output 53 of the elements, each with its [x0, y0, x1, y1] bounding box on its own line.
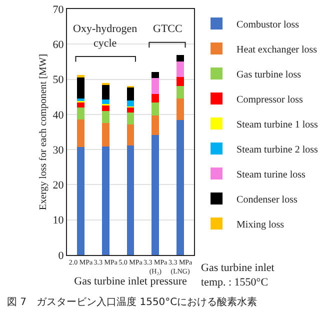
annotation: Oxy-hydrogen cycle — [73, 23, 138, 50]
x-axis-title: Gas turbine inlet pressure — [74, 276, 187, 288]
bar — [152, 134, 160, 255]
legend-label: Combustor loss — [236, 19, 300, 30]
bar — [102, 100, 110, 104]
legend-label: Gas turbine loss — [236, 69, 302, 80]
y-axis-title: Exergy loss for each component [MW] — [38, 54, 49, 210]
text: Gas turbine inlet temp. : 1550°C — [201, 262, 274, 288]
caption: 図 7 ガスタービン入口温度 1550°Cにおける酸素水素 — [7, 296, 258, 308]
y-tick-label: 10 — [52, 214, 64, 227]
bar — [176, 98, 184, 120]
bar — [152, 115, 160, 135]
bar — [152, 94, 160, 102]
legend-label: Heat exchanger loss — [236, 44, 318, 56]
y-tick-label: 0 — [58, 250, 64, 262]
bar — [102, 123, 110, 146]
y-tick-label: 70 — [52, 4, 64, 16]
bar — [102, 110, 110, 124]
bar — [126, 145, 134, 255]
bar — [102, 84, 110, 100]
y-tick-label: 20 — [52, 180, 64, 192]
bar — [126, 87, 134, 101]
bar — [176, 86, 184, 98]
bar — [126, 112, 134, 124]
bar — [102, 106, 110, 111]
legend-label: Steam turbine 2 loss — [236, 144, 318, 156]
legend-label: Compressor loss — [236, 94, 304, 106]
bar — [76, 107, 84, 120]
bar — [152, 102, 160, 116]
bar — [126, 107, 134, 112]
bar — [126, 124, 134, 146]
bar — [176, 62, 184, 77]
y-tick-label: 50 — [52, 74, 64, 86]
annotation: GTCC — [153, 23, 182, 35]
legend-label: Mixing loss — [236, 219, 284, 230]
bar — [176, 76, 184, 86]
y-tick-label: 60 — [52, 38, 64, 51]
y-tick-label: 30 — [52, 144, 64, 156]
bar — [76, 147, 84, 255]
bar — [176, 55, 184, 62]
y-tick-label: 40 — [52, 109, 64, 122]
legend-label: Steam turine loss — [236, 169, 306, 180]
legend-label: Steam turbine 1 loss — [236, 119, 318, 130]
bar — [126, 100, 134, 106]
bar — [176, 120, 184, 255]
bar — [76, 102, 84, 108]
bar — [102, 146, 110, 255]
bar — [76, 119, 84, 148]
bar — [152, 78, 160, 94]
legend-label: Condenser loss — [236, 194, 298, 206]
bar — [152, 72, 160, 78]
bar — [76, 78, 84, 98]
bar — [76, 75, 84, 78]
